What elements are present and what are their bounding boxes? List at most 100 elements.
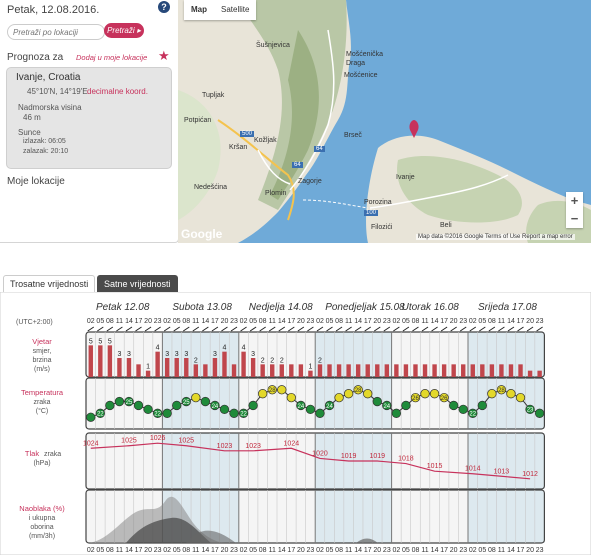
hour-label: 14 <box>354 318 362 325</box>
hour-label: 11 <box>116 547 123 554</box>
wind-arrow-icon <box>288 326 295 332</box>
search-button[interactable]: Pretraži ▸ <box>104 23 144 38</box>
temperature-label: 26 <box>441 396 448 402</box>
wind-bar <box>184 358 189 377</box>
wind-arrow-icon <box>211 326 219 332</box>
hour-label: 08 <box>412 318 420 325</box>
hour-label: 20 <box>450 318 458 325</box>
temperature-point <box>124 396 134 407</box>
cloud-area <box>356 538 378 543</box>
hour-label: 02 <box>316 547 324 554</box>
wind-arrow-icon <box>192 326 200 332</box>
wind-arrow-icon <box>373 326 381 332</box>
wind-bar <box>403 364 409 377</box>
hour-label: 14 <box>507 547 515 554</box>
temperature-point <box>238 408 249 418</box>
wind-label: 2 <box>270 357 274 364</box>
wind-bar <box>518 364 523 377</box>
wind-arrow-icon <box>517 326 524 332</box>
wind-arrow-icon <box>97 326 104 332</box>
map-canvas <box>178 0 591 243</box>
day-label: Subota 13.08 <box>172 302 232 313</box>
hour-label: 20 <box>221 547 229 554</box>
temperature-point <box>515 392 526 403</box>
temperature-label: 22 <box>469 412 476 418</box>
wind-bar <box>461 364 466 377</box>
hour-label: 05 <box>249 547 257 554</box>
hour-label: 14 <box>507 318 515 325</box>
add-location-link[interactable]: Dodaj u moje lokacije <box>76 53 148 62</box>
hour-label: 20 <box>450 547 458 554</box>
wind-arrow-icon <box>393 326 400 332</box>
map-type-switch: Map Satellite <box>184 0 257 20</box>
pressure-label: 1024 <box>284 440 300 447</box>
temperature-point <box>363 389 373 399</box>
hour-label: 11 <box>192 547 199 554</box>
hour-label: 08 <box>106 547 114 554</box>
wind-label: 3 <box>251 351 255 358</box>
wind-arrow-icon <box>240 326 247 332</box>
hour-label: 08 <box>412 547 420 554</box>
hour-label: 11 <box>269 547 276 554</box>
my-locations-link[interactable]: Moje lokacije <box>7 176 65 187</box>
hour-label: 14 <box>201 318 209 325</box>
map-attribution[interactable]: Map data ©2016 Google Terms of Use Repor… <box>416 234 575 240</box>
temperature-label: 28 <box>355 388 362 394</box>
temperature-point <box>458 404 468 415</box>
temperature-label: 25 <box>126 400 133 406</box>
pressure-label: 1023 <box>245 443 261 450</box>
hour-label: 20 <box>526 318 534 325</box>
hour-label: 11 <box>269 318 276 325</box>
hour-label: 08 <box>182 318 190 325</box>
row-sublabel: (m/s) <box>34 366 50 373</box>
hour-label: 02 <box>87 318 95 325</box>
tab-hourly-values[interactable]: Satne vrijednosti <box>97 275 178 292</box>
wind-bar <box>499 364 504 377</box>
decimal-coords-link[interactable]: decimalne koord. <box>87 87 148 96</box>
hour-label: 08 <box>488 318 496 325</box>
satellite-tab[interactable]: Satellite <box>221 5 250 14</box>
road-badge: 64 <box>314 146 325 152</box>
hour-label: 23 <box>154 547 162 554</box>
wind-bar <box>298 364 304 377</box>
wind-bar <box>222 351 227 377</box>
hour-label: 23 <box>230 318 238 325</box>
hour-label: 20 <box>221 318 229 325</box>
help-icon[interactable]: ? <box>158 1 170 13</box>
hour-label: 08 <box>259 547 267 554</box>
wind-arrow-icon <box>440 326 448 332</box>
wind-bar <box>432 364 437 377</box>
hour-label: 17 <box>135 547 143 554</box>
wind-arrow-icon <box>125 326 133 332</box>
forecast-label: Prognoza za <box>7 52 64 63</box>
wind-label: 3 <box>165 351 169 358</box>
zoom-out-button[interactable]: − <box>570 211 579 226</box>
temperature-label: 26 <box>412 396 419 402</box>
hour-label: 02 <box>240 318 248 325</box>
hour-label: 20 <box>297 547 305 554</box>
wind-arrow-icon <box>316 326 324 332</box>
wind-arrow-icon <box>383 326 391 332</box>
zoom-in-button[interactable]: + <box>570 193 579 208</box>
wind-arrow-icon <box>498 326 505 332</box>
search-input[interactable] <box>7 24 105 40</box>
location-coords: 45°10'N, 14°19'E <box>27 87 88 96</box>
temperature-point <box>487 389 497 399</box>
pressure-label: 1020 <box>312 450 328 457</box>
map[interactable]: Šušnjevica Mošćenička Draga Mošćenice Tu… <box>178 0 591 243</box>
cloud-area <box>126 517 211 543</box>
temperature-point <box>95 408 105 418</box>
map-tab[interactable]: Map <box>191 5 207 14</box>
pressure-label: 1025 <box>121 438 137 445</box>
hour-label: 23 <box>383 547 391 554</box>
temperature-point <box>401 400 411 411</box>
temperature-label: 24 <box>383 404 390 410</box>
temperature-point <box>105 400 115 411</box>
tab-daily-values[interactable]: Trosatne vrijednosti <box>3 275 96 292</box>
row-sublabel: oborina <box>30 524 53 531</box>
wind-bar <box>279 364 284 377</box>
row-sublabel: (mm/3h) <box>29 533 55 540</box>
star-icon[interactable]: ★ <box>158 48 170 63</box>
wind-arrow-icon <box>431 326 438 332</box>
wind-arrow-icon <box>459 326 467 332</box>
